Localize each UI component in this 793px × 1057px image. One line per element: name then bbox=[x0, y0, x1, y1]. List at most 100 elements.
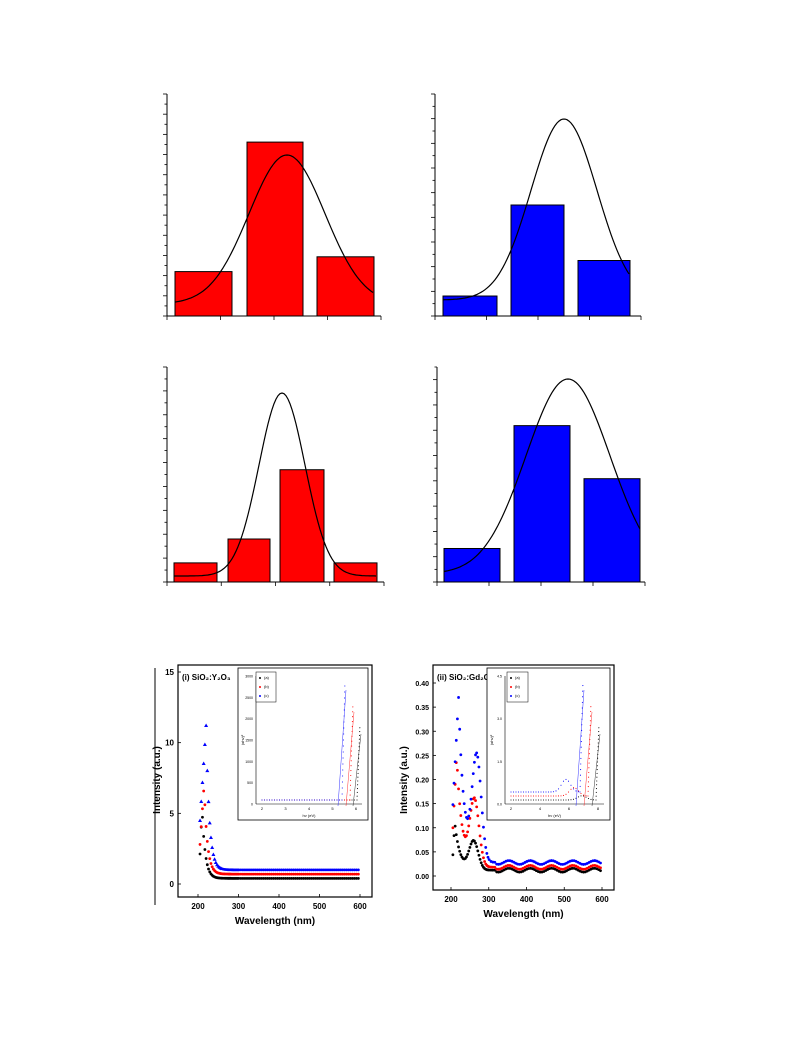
x-tick-label: 300 bbox=[482, 895, 496, 904]
data-point bbox=[477, 853, 481, 857]
legend-label: (a) bbox=[515, 675, 521, 680]
inset-point bbox=[575, 797, 577, 799]
data-point bbox=[257, 876, 261, 880]
histogram-bar bbox=[316, 256, 375, 317]
data-point bbox=[324, 876, 328, 880]
data-point bbox=[466, 830, 470, 834]
inset-point bbox=[580, 746, 582, 748]
inset-point bbox=[278, 799, 281, 801]
data-point bbox=[467, 824, 471, 828]
data-point bbox=[237, 868, 241, 872]
data-point bbox=[342, 876, 346, 880]
inset-point bbox=[587, 790, 589, 792]
inset-point bbox=[527, 795, 530, 797]
data-point bbox=[308, 872, 312, 876]
inset-point bbox=[588, 762, 590, 764]
data-point bbox=[476, 814, 480, 818]
inset-point bbox=[359, 727, 361, 729]
inset-y-tick-label: 3000 bbox=[245, 675, 253, 679]
data-point bbox=[199, 825, 203, 829]
data-point bbox=[328, 872, 332, 876]
data-point bbox=[212, 857, 217, 861]
inset-point bbox=[522, 799, 525, 801]
data-point bbox=[459, 853, 463, 857]
inset-point bbox=[350, 755, 352, 757]
inset-y-tick-label: 1.5 bbox=[497, 760, 502, 764]
data-point bbox=[454, 833, 458, 837]
inset-point bbox=[291, 799, 293, 801]
inset-point bbox=[350, 760, 352, 762]
data-point bbox=[269, 872, 273, 876]
data-point bbox=[451, 826, 455, 830]
inset-point bbox=[567, 780, 570, 782]
data-point bbox=[599, 861, 602, 865]
data-point bbox=[350, 876, 354, 880]
inset-point bbox=[567, 799, 570, 801]
data-point bbox=[294, 868, 298, 872]
inset-point bbox=[357, 772, 359, 774]
data-point bbox=[282, 876, 285, 880]
data-point bbox=[468, 845, 472, 849]
data-point bbox=[336, 876, 340, 880]
inset-point bbox=[552, 795, 555, 797]
inset-point bbox=[352, 711, 354, 713]
data-point bbox=[245, 868, 249, 872]
inset-point bbox=[547, 795, 550, 797]
inset-point bbox=[358, 738, 360, 740]
series-a bbox=[451, 824, 602, 874]
inset-y-tick-label: 1000 bbox=[245, 760, 253, 764]
y-tick-label: 0.05 bbox=[415, 850, 429, 857]
inset-x-tick-label: 4 bbox=[308, 806, 311, 811]
inset-x-tick-label: 4 bbox=[539, 806, 542, 811]
x-tick-label: 600 bbox=[353, 902, 367, 911]
data-point bbox=[480, 811, 484, 815]
data-point bbox=[458, 802, 462, 806]
inset-y-tick-label: 500 bbox=[247, 781, 253, 785]
data-point bbox=[462, 802, 466, 805]
legend-marker bbox=[510, 695, 512, 697]
inset-point bbox=[542, 795, 545, 797]
y-tick-label: 0.40 bbox=[415, 681, 429, 688]
inset-point bbox=[557, 788, 560, 790]
inset-point bbox=[512, 799, 515, 801]
inset-fit-line bbox=[352, 733, 362, 807]
series-b bbox=[198, 789, 360, 876]
uv1-panel: (i) SiO₂:Y₂O₃ 0 5 10 15 200 300 400 500 600 Wavele… bbox=[152, 664, 373, 927]
inset-x-tick-label: 3 bbox=[284, 806, 287, 811]
inset-point bbox=[580, 795, 582, 797]
data-point bbox=[320, 872, 324, 876]
data-point bbox=[312, 868, 316, 872]
inset-point bbox=[298, 799, 301, 801]
inset-x-tick-label: 2 bbox=[510, 806, 513, 811]
data-point bbox=[340, 868, 344, 872]
x-tick-label: 300 bbox=[232, 902, 246, 911]
inset-point bbox=[520, 791, 522, 793]
inset-point bbox=[572, 798, 575, 800]
data-point bbox=[241, 868, 245, 872]
data-point bbox=[275, 876, 279, 880]
legend-marker bbox=[510, 686, 512, 688]
inset-point bbox=[590, 710, 592, 712]
uv2-panel: (ii) SiO₂:Gd₂O₃ 0.00 0.05 0.10 0.15 0.20 0.25 0… bbox=[399, 664, 615, 920]
data-point bbox=[474, 799, 477, 802]
data-point bbox=[288, 876, 291, 880]
inset-series bbox=[510, 685, 585, 807]
data-point bbox=[487, 858, 491, 862]
y-tick-label: 0.10 bbox=[415, 826, 429, 833]
y-tick-label: 0.25 bbox=[415, 753, 429, 760]
inset-fit-line bbox=[337, 689, 347, 807]
inset-point bbox=[575, 790, 577, 792]
data-point bbox=[452, 834, 456, 838]
inset-point bbox=[587, 797, 590, 800]
inset-point bbox=[352, 716, 354, 718]
data-point bbox=[324, 868, 328, 872]
data-point bbox=[475, 805, 479, 809]
inset-point bbox=[588, 753, 590, 755]
y-axis-title: Intensity (a.u.) bbox=[152, 746, 163, 814]
data-point bbox=[599, 866, 602, 870]
data-point bbox=[322, 872, 326, 876]
legend-label: (c) bbox=[515, 693, 520, 698]
data-point bbox=[466, 817, 470, 821]
inset-point bbox=[306, 799, 308, 801]
data-point bbox=[468, 807, 472, 811]
